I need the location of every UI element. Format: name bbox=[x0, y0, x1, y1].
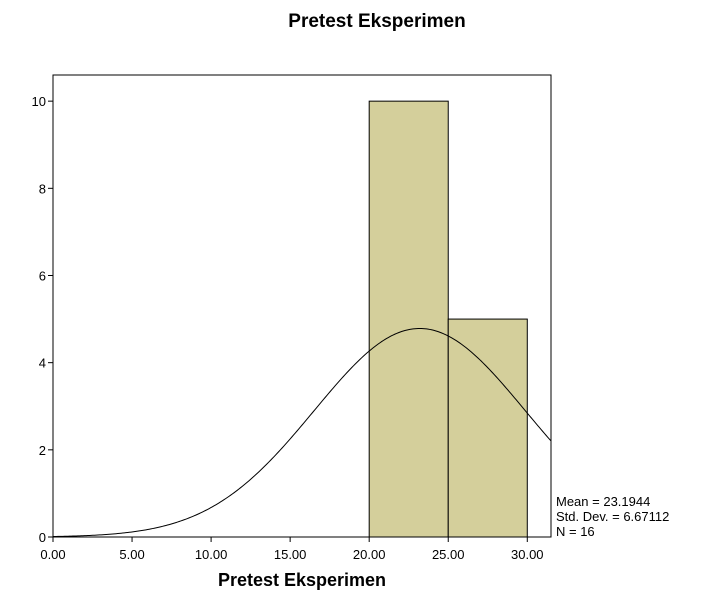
x-axis: 0.00 5.00 10.00 15.00 20.00 25.00 30.00 bbox=[40, 537, 544, 562]
y-tick-label: 8 bbox=[39, 181, 46, 196]
stat-n: N = 16 bbox=[556, 524, 595, 539]
x-tick-label: 30.00 bbox=[511, 547, 544, 562]
histogram-bar-2 bbox=[447, 318, 528, 538]
stat-mean: Mean = 23.1944 bbox=[556, 494, 650, 509]
stat-std-dev: Std. Dev. = 6.67112 bbox=[556, 509, 669, 524]
y-axis: 0 2 4 6 8 10 bbox=[32, 94, 53, 545]
plot-frame bbox=[52, 74, 552, 538]
normal-curve bbox=[52, 327, 552, 538]
x-tick-label: 25.00 bbox=[432, 547, 465, 562]
chart-title: Pretest Eksperimen bbox=[288, 11, 465, 32]
bars-group bbox=[368, 100, 528, 538]
y-tick-label: 6 bbox=[39, 268, 46, 283]
y-tick-label: 2 bbox=[39, 443, 46, 458]
x-axis-label: Pretest Eksperimen bbox=[218, 570, 386, 590]
histogram-bar-1 bbox=[368, 100, 449, 538]
y-tick-label: 4 bbox=[39, 356, 46, 371]
x-tick-label: 0.00 bbox=[40, 547, 65, 562]
x-tick-label: 15.00 bbox=[274, 547, 307, 562]
x-tick-label: 5.00 bbox=[119, 547, 144, 562]
x-tick-label: 10.00 bbox=[195, 547, 228, 562]
y-tick-label: 0 bbox=[39, 530, 46, 545]
x-tick-label: 20.00 bbox=[353, 547, 386, 562]
y-tick-label: 10 bbox=[32, 94, 46, 109]
